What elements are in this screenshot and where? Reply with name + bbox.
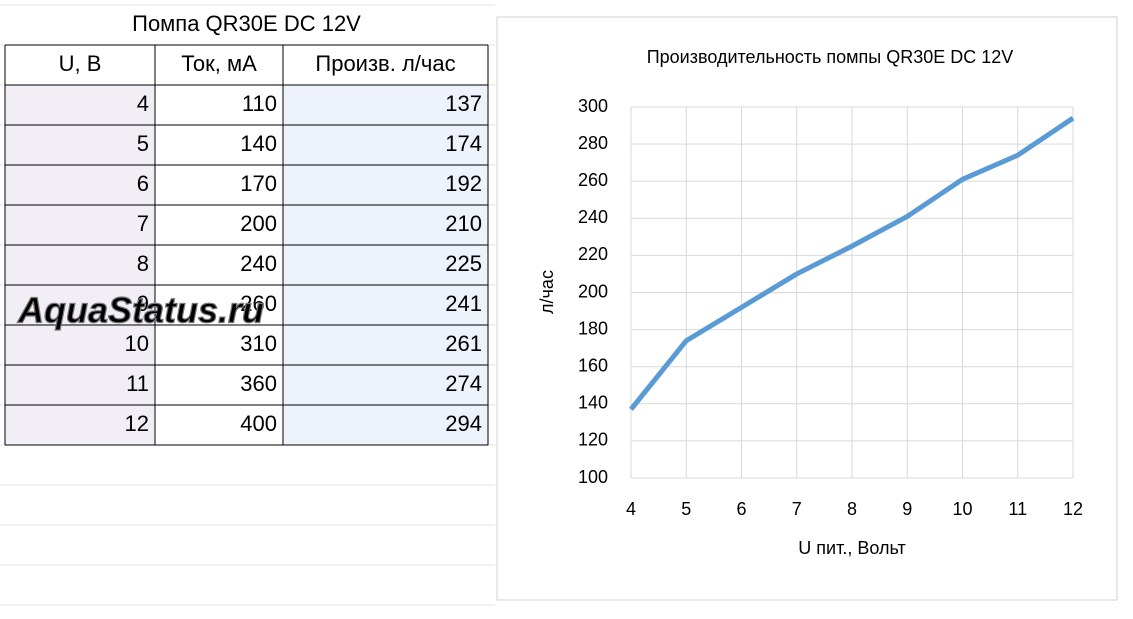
table-cell: 4 [137,91,149,116]
table-cell: 140 [240,131,277,156]
table-cell: 192 [445,171,482,196]
x-tick-label: 4 [626,499,636,519]
table-cell: 174 [445,131,482,156]
column-header: Произв. л/час [315,51,455,76]
x-tick-label: 12 [1063,499,1083,519]
y-tick-label: 140 [578,393,608,413]
y-tick-label: 200 [578,281,608,301]
x-tick-label: 10 [952,499,972,519]
table-cell: 5 [137,131,149,156]
y-tick-label: 240 [578,207,608,227]
y-tick-label: 280 [578,133,608,153]
chart-title: Производительность помпы QR30E DC 12V [647,47,1014,67]
col-highlight [4,84,156,446]
x-axis-label: U пит., Вольт [798,538,905,558]
y-tick-label: 180 [578,318,608,338]
table-cell: 9 [137,291,149,316]
table-cell: 274 [445,371,482,396]
y-axis-label: л/час [537,270,557,314]
x-tick-label: 5 [681,499,691,519]
table-cell: 12 [125,411,149,436]
table-cell: 200 [240,211,277,236]
table-cell: 261 [445,331,482,356]
spreadsheet: Помпа QR30E DC 12V U, B Ток, мА Произв. л/ч… [0,4,495,606]
x-tick-label: 6 [736,499,746,519]
x-tick-label: 7 [792,499,802,519]
x-tick-label: 11 [1008,499,1027,519]
table-cell: 170 [240,171,277,196]
table-cell: 360 [240,371,277,396]
table-cell: 10 [125,331,149,356]
table-cell: 294 [445,411,482,436]
table-cell: 210 [445,211,482,236]
table-cell: 7 [137,211,149,236]
chart-frame [496,16,1118,601]
column-header: Ток, мА [181,51,257,76]
y-tick-label: 120 [578,430,608,450]
y-tick-label: 220 [578,244,608,264]
table-cell: 137 [445,91,482,116]
y-tick-label: 260 [578,170,608,190]
table-cell: 110 [242,91,277,116]
data-line [629,116,1075,411]
table-title: Помпа QR30E DC 12V [132,11,361,36]
table-cell: 11 [126,371,149,396]
table-cell: 310 [240,331,277,356]
x-tick-label: 8 [847,499,857,519]
table-cell: 260 [240,291,277,316]
table-cell: 8 [137,251,149,276]
y-tick-label: 100 [578,467,608,487]
table-cell: 6 [137,171,149,196]
table-cell: 240 [240,251,277,276]
column-header: U, B [59,51,102,76]
x-tick-label: 9 [902,499,912,519]
table-cell: 400 [240,411,277,436]
table-cell: 241 [445,291,482,316]
table-cell: 225 [445,251,482,276]
y-tick-label: 300 [578,96,608,116]
watermark: AquaStatus.ru [17,290,264,331]
chart: Производительность помпы QR30E DC 12V 100… [537,47,1083,558]
y-tick-label: 160 [578,355,608,375]
overlay: AquaStatus.ru [16,289,264,331]
